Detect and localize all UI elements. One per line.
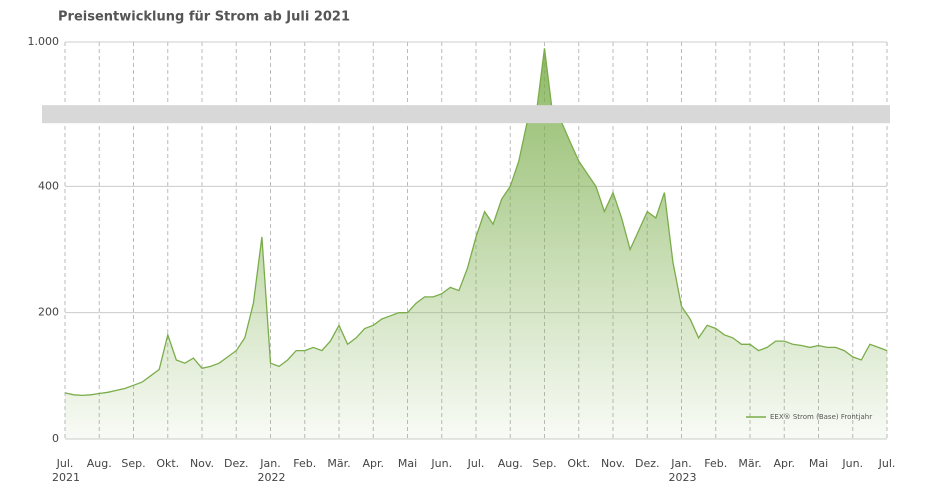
x-tick-label-line: Nov. xyxy=(601,457,625,470)
x-tick-label: Jun. xyxy=(841,457,863,470)
chart-title: Preisentwicklung für Strom ab Juli 2021 xyxy=(58,10,350,25)
x-tick-label: Jul. xyxy=(878,457,896,470)
y-tick-label: 400 xyxy=(38,179,59,192)
x-tick-label-line: 2023 xyxy=(669,471,697,484)
x-tick-label: Mär. xyxy=(738,457,761,470)
x-tick-label: Jan. 2022 xyxy=(258,457,286,484)
x-tick-label-line: Sep. xyxy=(121,457,145,470)
x-tick-label-line: 2021 xyxy=(52,471,80,484)
x-tick-label: Jan. 2023 xyxy=(669,457,697,484)
x-tick-label: Okt. xyxy=(156,457,179,470)
y-tick-label: 1.000 xyxy=(28,35,60,48)
x-tick-label-line: Feb. xyxy=(704,457,727,470)
x-tick-label-line: Mär. xyxy=(738,457,761,470)
x-tick-label-line: Sep. xyxy=(532,457,556,470)
line xyxy=(64,48,888,397)
x-tick-label: Okt. xyxy=(567,457,590,470)
x-tick-label-line: Apr. xyxy=(773,457,795,470)
x-tick-label-line: Mai xyxy=(809,457,828,470)
x-tick-label: Jul. 2021 xyxy=(52,457,80,484)
x-tick-label-line: 2022 xyxy=(258,471,286,484)
x-tick-label: Nov. xyxy=(190,457,214,470)
y-tick-label: 200 xyxy=(38,306,59,319)
x-tick-label-line: Mai xyxy=(398,457,417,470)
x-tick-label: Feb. xyxy=(704,457,727,470)
x-tick-label-line: Jan. xyxy=(670,457,691,470)
x-tick-label-line: Jun. xyxy=(430,457,452,470)
x-tick-label: Sep. xyxy=(532,457,556,470)
x-tick-label: Mai xyxy=(809,457,828,470)
x-tick-label-line: Feb. xyxy=(293,457,316,470)
x-tick-label-line: Jan. xyxy=(259,457,280,470)
x-tick-label-line: Nov. xyxy=(190,457,214,470)
x-tick-label-line: Aug. xyxy=(498,457,523,470)
x-tick-label: Aug. xyxy=(87,457,112,470)
x-tick-label-line: Jul. xyxy=(56,457,74,470)
x-tick-label-line: Jul. xyxy=(878,457,896,470)
x-tick-label: Apr. xyxy=(362,457,384,470)
x-tick-label-line: Apr. xyxy=(362,457,384,470)
area xyxy=(65,48,887,440)
x-tick-label: Feb. xyxy=(293,457,316,470)
x-tick-label-line: Jul. xyxy=(467,457,485,470)
x-tick-label: Sep. xyxy=(121,457,145,470)
x-tick-label: Dez. xyxy=(635,457,660,470)
x-tick-label: Dez. xyxy=(224,457,249,470)
x-tick-label: Mai xyxy=(398,457,417,470)
x-tick-label: Jul. xyxy=(467,457,485,470)
x-tick-label: Apr. xyxy=(773,457,795,470)
x-tick-label-line: Mär. xyxy=(327,457,350,470)
legend-label: EEX® Strom (Base) Frontjahr xyxy=(770,413,872,421)
x-tick-label-line: Okt. xyxy=(567,457,590,470)
x-tick-label: Jun. xyxy=(430,457,452,470)
x-tick-label-line: Jun. xyxy=(841,457,863,470)
x-tick-label-line: Dez. xyxy=(635,457,660,470)
axis-break xyxy=(42,105,890,124)
x-tick-label: Mär. xyxy=(327,457,350,470)
x-tick-label-line: Aug. xyxy=(87,457,112,470)
x-tick-label: Nov. xyxy=(601,457,625,470)
x-tick-label: Aug. xyxy=(498,457,523,470)
y-tick-label: 0 xyxy=(52,432,59,445)
x-tick-label-line: Dez. xyxy=(224,457,249,470)
x-tick-label-line: Okt. xyxy=(156,457,179,470)
